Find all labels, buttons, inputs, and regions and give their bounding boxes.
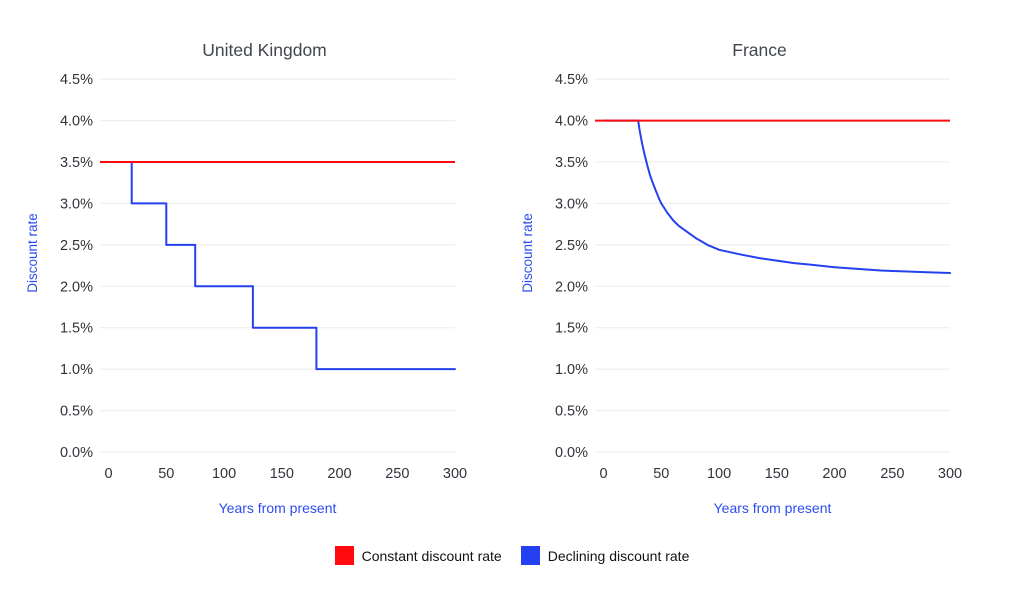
y-tick-label: 3.0% — [60, 196, 93, 212]
x-tick-label: 0 — [600, 466, 608, 482]
x-tick-label: 100 — [707, 466, 731, 482]
y-tick-label: 4.0% — [60, 114, 93, 130]
y-tick-label: 1.0% — [60, 362, 93, 378]
x-tick-label: 250 — [385, 466, 409, 482]
y-tick-label: 0.5% — [555, 404, 588, 420]
y-axis-title: Discount rate — [25, 213, 40, 293]
legend-item-constant: Constant discount rate — [334, 546, 502, 565]
y-tick-label: 0.5% — [60, 404, 93, 420]
y-tick-label: 3.5% — [555, 155, 588, 171]
x-tick-label: 300 — [443, 466, 467, 482]
y-tick-label: 3.0% — [555, 196, 588, 212]
constant-series-swatch — [334, 546, 354, 565]
legend: Constant discount rate Declining discoun… — [0, 546, 1024, 565]
y-tick-label: 4.5% — [60, 72, 93, 88]
chart-title: France — [732, 40, 786, 60]
declining-line — [107, 161, 456, 371]
y-tick-label: 1.0% — [555, 362, 588, 378]
chart-title: United Kingdom — [202, 40, 327, 60]
x-tick-label: 0 — [105, 466, 113, 482]
legend-item-declining: Declining discount rate — [520, 546, 690, 565]
y-tick-label: 1.5% — [60, 321, 93, 337]
x-tick-label: 50 — [653, 466, 669, 482]
legend-label-declining: Declining discount rate — [547, 547, 690, 564]
x-tick-label: 150 — [765, 466, 789, 482]
x-tick-label: 200 — [822, 466, 846, 482]
y-tick-label: 2.5% — [60, 238, 93, 254]
declining-line — [602, 119, 951, 274]
x-axis-title: Years from present — [219, 500, 337, 516]
y-tick-label: 0.0% — [555, 445, 588, 461]
y-tick-label: 0.0% — [60, 445, 93, 461]
y-tick-label: 1.5% — [555, 321, 588, 337]
x-tick-label: 200 — [327, 466, 351, 482]
uk-chart: 0.0% 0.5% 1.0% 1.5% 2.0% 2.5% 3.0% 3.5% 4.0% 4.5%… — [25, 40, 467, 516]
france-chart: 0.0% 0.5% 1.0% 1.5% 2.0% 2.5% 3.0% 3.5% 4.0% 4.5%… — [520, 40, 962, 516]
y-tick-label: 2.5% — [555, 238, 588, 254]
legend-label-constant: Constant discount rate — [361, 547, 502, 564]
y-tick-label: 4.0% — [555, 114, 588, 130]
x-axis-title: Years from present — [714, 500, 832, 516]
x-tick-label: 250 — [880, 466, 904, 482]
y-tick-label: 3.5% — [60, 155, 93, 171]
x-tick-label: 300 — [938, 466, 962, 482]
x-tick-label: 50 — [158, 466, 174, 482]
y-tick-label: 2.0% — [60, 279, 93, 295]
y-tick-label: 2.0% — [555, 279, 588, 295]
declining-series-swatch — [520, 546, 540, 565]
x-tick-label: 100 — [212, 466, 236, 482]
y-axis-title: Discount rate — [520, 213, 535, 293]
x-tick-label: 150 — [270, 466, 294, 482]
y-tick-label: 4.5% — [555, 72, 588, 88]
